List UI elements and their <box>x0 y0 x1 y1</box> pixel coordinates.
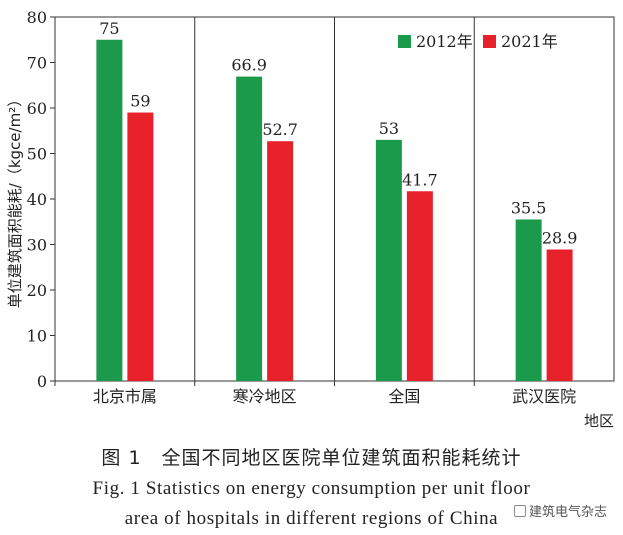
wechat-icon <box>513 505 526 517</box>
figure-caption-english-line1: Fig. 1 Statistics on energy consumption … <box>92 478 531 499</box>
data-label: 53 <box>379 119 399 138</box>
bar-2021 <box>127 112 154 382</box>
x-tick-labels: 北京市属 寒冷地区 全国 武汉医院 <box>93 387 576 406</box>
watermark-text: 建筑电气杂志 <box>528 505 607 520</box>
data-label: 41.7 <box>402 170 438 189</box>
bar-2012 <box>515 219 542 381</box>
data-label: 28.9 <box>542 229 578 248</box>
data-label: 52.7 <box>262 120 298 139</box>
legend-swatch <box>398 35 411 48</box>
y-tick-label: 50 <box>27 145 47 164</box>
bar-2012 <box>375 139 402 381</box>
y-tick-label: 0 <box>37 372 47 391</box>
data-label: 59 <box>130 92 150 111</box>
x-axis-label: 地区 <box>584 412 614 430</box>
y-tick-label: 30 <box>27 236 47 255</box>
bar-2012 <box>236 76 263 381</box>
y-tick-label: 10 <box>27 327 47 346</box>
x-tick-label: 北京市属 <box>93 387 157 406</box>
legend-label: 2021年 <box>501 32 558 51</box>
y-tick-label: 60 <box>27 99 47 118</box>
legend-label: 2012年 <box>416 32 473 51</box>
legend-swatch <box>483 35 496 48</box>
category-separators <box>194 17 475 381</box>
bar-2012 <box>96 39 123 381</box>
bar-chart: 75 66.9 53 35.5 59 52.7 41.7 28.9 0 10 20 30 40 50 60… <box>6 8 615 430</box>
y-tick-label: 20 <box>27 281 47 300</box>
y-tick-labels: 0 10 20 30 40 50 60 70 80 <box>27 8 47 391</box>
figure-caption-english-line2: area of hospitals in different regions o… <box>124 508 499 529</box>
bar-2021 <box>406 191 433 381</box>
x-tick-label: 武汉医院 <box>512 387 576 406</box>
figure-caption-chinese: 图 1 全国不同地区医院单位建筑面积能耗统计 <box>101 447 522 469</box>
y-tick-label: 70 <box>27 54 47 73</box>
y-axis-label: 单位建筑面积能耗/（kgce/m²） <box>6 92 24 308</box>
bar-2021 <box>267 141 294 381</box>
bar-2021 <box>546 249 573 381</box>
data-label: 35.5 <box>511 198 547 217</box>
bar-series: 75 66.9 53 35.5 59 52.7 41.7 28.9 <box>96 19 578 382</box>
watermark: 建筑电气杂志 <box>513 501 607 520</box>
data-label: 66.9 <box>231 56 267 75</box>
y-tick-label: 80 <box>27 8 47 27</box>
legend: 2012年 2021年 <box>398 32 558 51</box>
data-label: 75 <box>99 19 119 38</box>
y-tick-label: 40 <box>27 190 47 209</box>
x-tick-label: 寒冷地区 <box>233 387 297 406</box>
x-tick-label: 全国 <box>388 387 420 406</box>
